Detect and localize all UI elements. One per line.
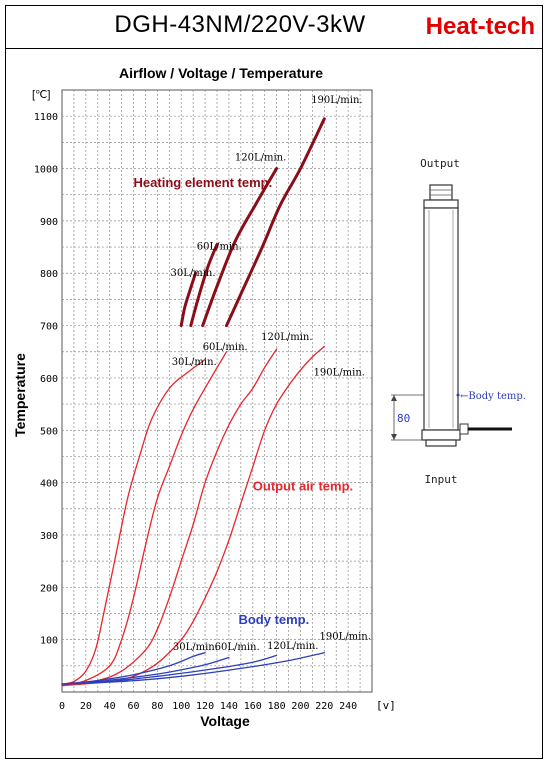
heating-series-30lmin	[179, 271, 197, 328]
heating-series-label: 120L/min.	[235, 153, 286, 164]
y-tick-label: 400	[40, 479, 58, 490]
title-bar: DGH-43NM/220V-3kW Heat-tech	[5, 5, 543, 49]
y-tick-label: 600	[40, 374, 58, 385]
output-series-label: 120L/min.	[261, 332, 312, 343]
diagram-input-label: Input	[424, 473, 457, 486]
heating-group-label: Heating element temp.	[134, 175, 273, 190]
y-tick-label: 1100	[34, 112, 58, 123]
heater-diagram: Output 80 ←Body temp. Input	[391, 157, 526, 486]
y-tick-label: 500	[40, 426, 58, 437]
x-axis-label: Voltage	[200, 713, 250, 729]
axis-ticks: 0 20 40 60 80 100 120 140 160 180 200 220 240 100 200 3…	[34, 112, 357, 712]
model-title: DGH-43NM/220V-3kW	[114, 11, 366, 38]
chart-title: Airflow / Voltage / Temperature	[119, 65, 323, 81]
outlet-flange	[423, 199, 459, 209]
body-series-30lmin	[61, 652, 206, 685]
y-tick-label: 900	[40, 217, 58, 228]
output-group-label: Output air temp.	[253, 478, 353, 493]
output-series-label: 30L/min.	[172, 357, 217, 368]
y-tick-label: 700	[40, 322, 58, 333]
x-tick-label: 40	[104, 701, 116, 712]
figure-frame	[5, 5, 543, 759]
output-series-label: 60L/min.	[203, 342, 248, 353]
x-tick-label: 140	[220, 701, 238, 712]
x-tick-label: 120	[196, 701, 214, 712]
body-group-label: Body temp.	[238, 612, 309, 627]
heating-series-label: 60L/min.	[197, 242, 242, 253]
chart-grid	[61, 89, 373, 693]
x-tick-label: 220	[315, 701, 333, 712]
x-tick-label: 200	[291, 701, 309, 712]
y-tick-label: 100	[40, 636, 58, 647]
x-unit-label: [v]	[376, 699, 396, 712]
series-labels: 30L/min.60L/min.120L/min.190L/min.30L/mi…	[134, 95, 371, 653]
y-tick-label: 1000	[34, 165, 58, 176]
cable-gland	[459, 423, 469, 435]
y-axis-label: Temperature	[12, 353, 28, 437]
heater-body	[423, 207, 459, 431]
heating-series-120lmin	[201, 167, 279, 328]
inlet-flange	[421, 429, 461, 441]
x-tick-label: 80	[151, 701, 163, 712]
output-series-190lmin	[61, 345, 325, 687]
heating-series-190lmin	[225, 117, 326, 328]
body-series-60lmin	[61, 656, 230, 685]
output-series-label: 190L/min.	[314, 367, 365, 378]
x-tick-label: 60	[128, 701, 140, 712]
brand-logo: Heat-tech	[425, 13, 535, 40]
y-tick-label: 800	[40, 269, 58, 280]
chart-series	[61, 117, 326, 687]
body-series-label: 30L/min.	[173, 642, 218, 653]
outlet-nozzle	[429, 184, 453, 201]
body-series-label: 60L/min.	[215, 642, 260, 653]
x-tick-label: 0	[59, 701, 65, 712]
x-tick-label: 20	[80, 701, 92, 712]
dimension-value: 80	[397, 412, 410, 425]
heating-series-label: 190L/min.	[311, 95, 362, 106]
diagram-output-label: Output	[420, 157, 460, 170]
output-series-60lmin	[61, 351, 228, 687]
y-unit-label: [℃]	[32, 89, 50, 101]
x-tick-label: 240	[339, 701, 357, 712]
x-tick-label: 100	[172, 701, 190, 712]
inlet-nozzle	[425, 439, 457, 447]
x-tick-label: 180	[268, 701, 286, 712]
body-series-label: 120L/min.	[267, 641, 318, 652]
y-tick-label: 300	[40, 531, 58, 542]
heating-series-label: 30L/min.	[171, 268, 216, 279]
body-temp-pointer: ←Body temp.	[460, 391, 526, 402]
y-tick-label: 200	[40, 583, 58, 594]
body-series-label: 190L/min.	[320, 632, 371, 643]
body-series-190lmin	[61, 652, 325, 685]
output-series-120lmin	[61, 348, 278, 687]
heating-series-60lmin	[189, 242, 219, 328]
x-tick-label: 160	[244, 701, 262, 712]
output-series-30lmin	[61, 358, 206, 685]
